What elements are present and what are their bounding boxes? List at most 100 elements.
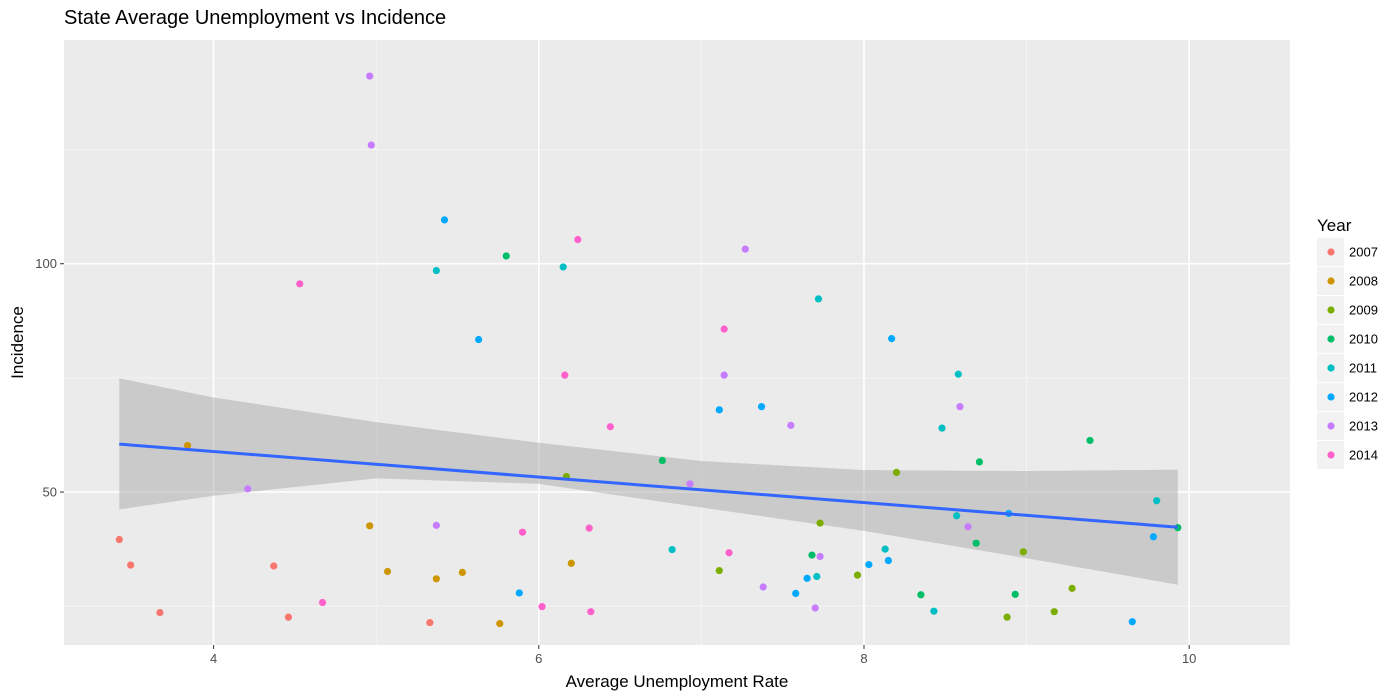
data-point-2014: 2014: (6.31, 42.1): [585, 524, 593, 532]
data-point-2012: 2012: (7.11, 68): [715, 406, 723, 414]
legend: Year 2007 2008 2009 2010 2011 2012 2013 2014: [1317, 216, 1378, 469]
data-point-2012: 2012: (7.37, 68.7): [757, 403, 766, 411]
fit-line-layer: [119, 442, 1178, 529]
data-point-2013: 2013: (8.59, 68.7): [956, 403, 964, 411]
trend-line: [119, 442, 1178, 529]
data-point-2014: 2014: (6.24, 105.3): [574, 235, 582, 244]
data-point-2007: 2007: (5.33, 21.4): [426, 619, 434, 627]
data-point-2008: 2008: (5.76, 21.2): [496, 619, 504, 628]
legend-swatch: [1327, 248, 1335, 256]
x-axis-title: Average Unemployment Rate: [566, 672, 789, 691]
data-point-2010: 2010: (8.71, 56.6): [975, 458, 984, 466]
legend-label: 2010: [1349, 332, 1378, 347]
data-point-2008: 2008: (6.2, 34.4): [567, 559, 575, 567]
data-point-2014: 2014: (5.9, 41.2): [518, 528, 527, 536]
data-point-2007: 2007: (4.37, 33.8): [270, 562, 278, 570]
legend-item-2013: 2013: [1317, 412, 1378, 440]
legend-swatch: [1327, 364, 1335, 372]
data-point-2014: 2014: (4.67, 25.8): [318, 598, 327, 607]
x-tick-label: 4: [210, 651, 217, 666]
data-point-2011: 2011: (6.82, 37.4): [668, 545, 676, 554]
data-point-2014: 2014: (4.53, 95.6): [296, 280, 304, 288]
data-point-2011: 2011: (5.37, 98.5): [432, 266, 440, 275]
data-point-2011: 2011: (8.48, 64): [938, 424, 946, 432]
legend-item-2012: 2012: [1317, 383, 1378, 411]
data-point-2011: 2011: (6.15, 99.3): [559, 263, 567, 271]
legend-item-2008: 2008: [1317, 267, 1378, 295]
data-point-2011: 2011: (7.72, 92.3): [814, 295, 823, 303]
data-point-2012: 2012: (7.58, 27.8): [792, 589, 800, 598]
data-point-2013: 2013: (4.96, 141.1): [366, 72, 374, 80]
data-point-2007: 2007: (3.67, 23.6): [156, 608, 164, 617]
data-point-2013: 2013: (7.55, 64.6): [787, 421, 795, 429]
data-point-2014: 2014: (7.14, 85.7): [720, 325, 728, 333]
data-point-2009: 2009: (7.11, 32.8): [715, 566, 723, 575]
data-point-2009: 2009: (9.17, 23.8): [1050, 608, 1058, 616]
data-point-2010: 2010: (5.8, 101.7): [502, 252, 510, 260]
legend-item-2014: 2014: [1317, 441, 1378, 469]
y-tick-label: 50: [43, 485, 57, 500]
data-point-2014: 2014: (6.02, 24.9): [538, 603, 546, 611]
legend-swatch: [1327, 277, 1335, 285]
legend-item-2011: 2011: [1317, 354, 1377, 382]
data-point-2007: 2007: (4.46, 22.6): [284, 613, 292, 621]
legend-label: 2014: [1349, 448, 1378, 463]
data-point-2012: 2012: (5.42, 109.6): [440, 216, 449, 224]
legend-label: 2008: [1349, 274, 1378, 289]
data-point-2008: 2008: (4.96, 42.6): [366, 522, 374, 530]
data-point-2013: 2013: (7.73, 35.9): [816, 552, 824, 561]
legend-label: 2012: [1349, 390, 1378, 405]
y-axis-title: Incidence: [8, 306, 27, 379]
data-point-2009: 2009: (8.98, 36.9): [1019, 548, 1027, 556]
legend-item-2009: 2009: [1317, 296, 1378, 324]
minor-gridlines: [64, 40, 1290, 645]
data-point-2012: 2012: (9.78, 40.2): [1149, 533, 1158, 541]
major-gridlines: [64, 40, 1290, 645]
data-point-2013: 2013: (4.97, 126): [367, 141, 375, 149]
plot-panel: [64, 40, 1290, 645]
data-point-2008: 2008: (3.84, 60.2): [183, 441, 192, 450]
data-point-2009: 2009: (8.2, 54.3): [892, 468, 901, 477]
legend-swatch: [1327, 451, 1335, 459]
data-point-2008: 2008: (5.37, 31): [432, 575, 440, 583]
data-point-2009: 2009: (7.96, 31.8): [853, 571, 862, 579]
data-point-2012: 2012: (5.63, 83.4): [475, 335, 483, 344]
legend-label: 2013: [1349, 419, 1378, 434]
data-point-2013: 2013: (5.37, 42.7): [432, 521, 440, 529]
chart-title: State Average Unemployment vs Incidence: [64, 7, 446, 29]
legend-title: Year: [1317, 216, 1352, 235]
data-point-2007: 2007: (3.49, 34): [127, 561, 135, 569]
legend-label: 2009: [1349, 303, 1378, 318]
legend-swatch: [1327, 306, 1335, 314]
y-axis-ticks: 50 100: [35, 256, 64, 500]
data-point-2011: 2011: (8.13, 37.5): [881, 545, 889, 553]
x-tick-label: 10: [1182, 651, 1196, 666]
data-point-2012: 2012: (8.17, 83.6): [888, 335, 896, 343]
data-point-2010: 2010: (7.68, 36.2): [808, 551, 816, 559]
legend-swatch: [1327, 393, 1335, 401]
data-point-2012: 2012: (7.65, 31.1): [803, 574, 811, 582]
y-tick-label: 100: [35, 256, 57, 271]
data-point-2014: 2014: (6.32, 23.8): [587, 608, 595, 616]
legend-swatch: [1327, 335, 1335, 343]
data-point-2013: 2013: (7.7, 24.6): [811, 604, 819, 612]
data-point-2010: 2010: (8.93, 27.6): [1011, 590, 1019, 598]
data-point-2011: 2011: (9.8, 48.1): [1153, 497, 1161, 505]
data-point-2010: 2010: (6.76, 56.9): [658, 456, 666, 465]
data-point-2011: 2011: (8.57, 44.8): [953, 512, 961, 520]
x-tick-label: 8: [860, 651, 867, 666]
data-point-2013: 2013: (4.21, 50.7): [244, 485, 252, 493]
data-point-2008: 2008: (5.53, 32.4): [458, 568, 466, 577]
data-point-2012: 2012: (9.65, 21.6): [1128, 618, 1136, 626]
data-point-2013: 2013: (7.27, 103.2): [741, 245, 749, 253]
legend-label: 2011: [1349, 361, 1377, 376]
data-point-2008: 2008: (5.07, 32.6): [383, 567, 392, 576]
data-point-2012: 2012: (8.03, 34.1): [865, 561, 873, 569]
confidence-band-layer: [119, 378, 1178, 585]
data-point-2013: 2013: (6.93, 51.8): [686, 480, 694, 488]
data-point-2013: 2013: (7.38, 29.2): [759, 583, 767, 591]
data-point-2011: 2011: (8.43, 23.9): [930, 607, 938, 615]
data-point-2013: 2013: (7.14, 75.6): [720, 371, 728, 379]
data-point-2013: 2013: (8.64, 42.4): [964, 523, 972, 531]
